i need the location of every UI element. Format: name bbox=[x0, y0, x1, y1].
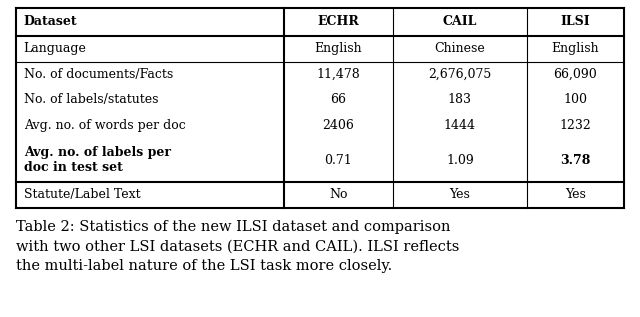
Text: Yes: Yes bbox=[449, 188, 470, 201]
Text: Avg. no. of words per doc: Avg. no. of words per doc bbox=[24, 119, 186, 132]
Text: 1.09: 1.09 bbox=[446, 153, 474, 166]
Text: No. of labels/statutes: No. of labels/statutes bbox=[24, 93, 158, 106]
Text: Language: Language bbox=[24, 42, 86, 55]
Text: 66: 66 bbox=[330, 93, 346, 106]
Text: 100: 100 bbox=[563, 93, 588, 106]
Text: No. of documents/Facts: No. of documents/Facts bbox=[24, 68, 173, 81]
Text: Yes: Yes bbox=[565, 188, 586, 201]
Text: Dataset: Dataset bbox=[24, 16, 77, 29]
Text: English: English bbox=[314, 42, 362, 55]
Text: ECHR: ECHR bbox=[317, 16, 359, 29]
Text: 183: 183 bbox=[448, 93, 472, 106]
Text: 2,676,075: 2,676,075 bbox=[428, 68, 492, 81]
Text: 3.78: 3.78 bbox=[560, 153, 591, 166]
Text: Statute/Label Text: Statute/Label Text bbox=[24, 188, 140, 201]
Text: CAIL: CAIL bbox=[443, 16, 477, 29]
Text: Chinese: Chinese bbox=[435, 42, 485, 55]
Text: 1232: 1232 bbox=[559, 119, 591, 132]
Text: Avg. no. of labels per
doc in test set: Avg. no. of labels per doc in test set bbox=[24, 146, 171, 174]
Text: 2406: 2406 bbox=[323, 119, 354, 132]
Text: English: English bbox=[552, 42, 599, 55]
Text: 11,478: 11,478 bbox=[316, 68, 360, 81]
Text: 66,090: 66,090 bbox=[554, 68, 597, 81]
Text: Table 2: Statistics of the new ILSI dataset and comparison
with two other LSI da: Table 2: Statistics of the new ILSI data… bbox=[16, 220, 460, 273]
Text: 0.71: 0.71 bbox=[324, 153, 352, 166]
Text: ILSI: ILSI bbox=[561, 16, 590, 29]
Text: No: No bbox=[329, 188, 348, 201]
Text: 1444: 1444 bbox=[444, 119, 476, 132]
